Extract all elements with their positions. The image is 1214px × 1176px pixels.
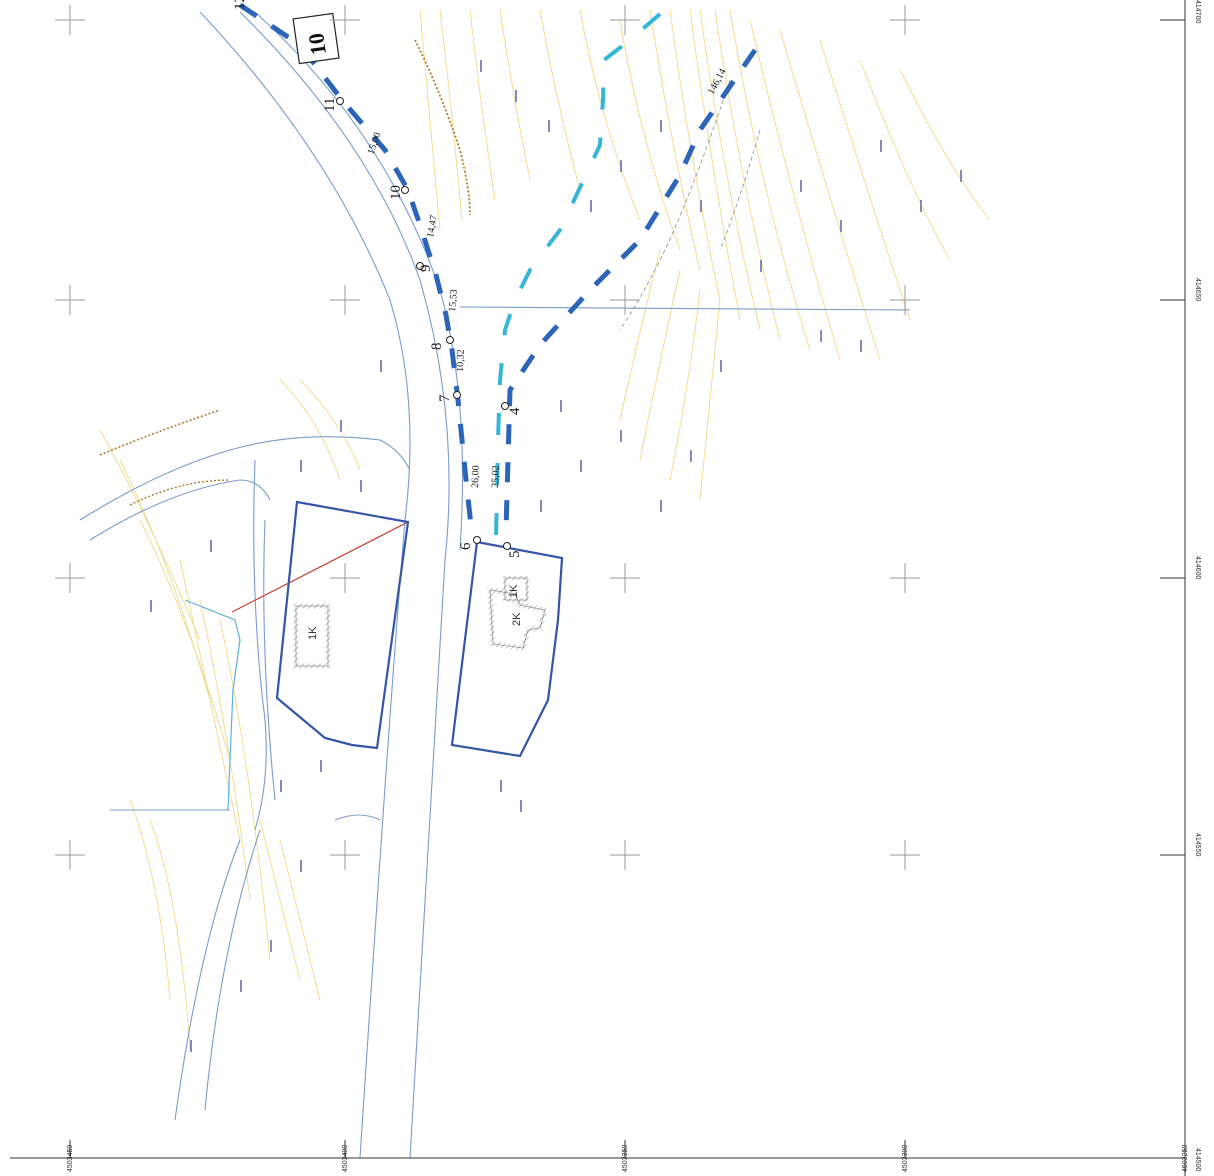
grid-crosses [55,5,920,870]
parcel-label-1k-small: 1K [508,584,520,598]
segment-length: 26,00 [470,465,482,488]
red-connector-line [231,521,409,613]
point-label-6: 6 [458,542,474,550]
coord-label-bottom: 4503450 [67,1145,74,1172]
cyan-dashed-route [494,12,662,541]
light-blue-boundary [184,599,241,811]
point-label-11: 11 [322,98,338,112]
coord-label-right: 414700 [1194,0,1201,23]
frame-ticks [69,19,1185,1158]
parcel-right [450,540,564,758]
building-1k-small [503,576,529,602]
point-label-12: 12 [232,0,248,10]
point-label-8: 8 [429,343,445,351]
point-label-5: 5 [507,551,523,559]
segment-length: 15,53 [447,289,460,312]
road-lines [79,11,911,1159]
map-frame [10,0,1186,1176]
parcel-label-2k: 2K [511,612,523,626]
segment-length-labels: 15,00 14,47 15,53 10,32 26,00 25,02 146,… [365,67,728,488]
point-label-4: 4 [507,407,523,415]
coord-label-right: 414500 [1194,1148,1201,1171]
coord-label-right: 414650 [1194,278,1201,301]
hatched-slope [99,39,471,506]
coord-label-right: 414550 [1194,833,1201,856]
segment-length: 10,32 [455,349,467,372]
blue-dashed-route [238,2,758,536]
building-1k-left [293,603,331,669]
coord-label-right: 414600 [1194,556,1201,579]
bottom-coordinate-labels: 4503450 4503400 4503350 4503300 4503250 [67,1145,1189,1172]
coord-label-bottom: 4503400 [342,1145,349,1172]
point-label-9: 9 [418,265,434,273]
sheet-number: 10 [303,32,331,57]
point-label-7: 7 [437,394,453,402]
parcel-left [275,500,410,750]
point-label-10: 10 [388,185,404,200]
elevation-marks [150,60,962,1052]
dashed-boundaries [619,79,761,331]
route-vertices [336,97,511,550]
coord-label-bottom: 4503350 [622,1145,629,1172]
segment-length: 25,02 [490,465,502,488]
route-point-labels: 12 11 10 9 8 7 6 5 4 [232,0,523,558]
coord-label-bottom: 4503300 [902,1145,909,1172]
segment-length: 14,47 [425,214,440,238]
contour-lines [99,9,991,1051]
building-2k [487,587,549,651]
sheet-number-box: 10 [292,12,340,65]
right-coordinate-labels: 414700 414650 414600 414550 414500 [1194,0,1201,1171]
coord-label-bottom: 4503250 [1182,1145,1189,1172]
parcel-label-1k-left: 1K [307,626,319,640]
